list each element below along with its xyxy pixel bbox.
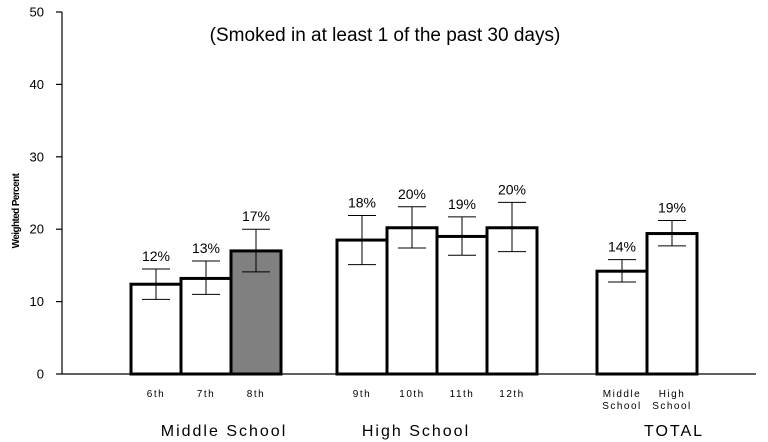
data-label: 13% (192, 240, 220, 256)
category-label: 7th (197, 389, 215, 400)
labels: 12% 6th 13% 7th 17% 8th Middle School 18% 9th 20%… (142, 181, 704, 440)
bars (129, 201, 699, 376)
bar (435, 234, 489, 376)
group-label: High School (362, 423, 470, 440)
category-label: 6th (147, 389, 165, 400)
data-label: 12% (142, 248, 170, 264)
data-label: 17% (242, 208, 270, 224)
data-label: 14% (608, 239, 636, 255)
y-tick-label: 10 (30, 294, 44, 309)
data-label: 20% (398, 186, 426, 202)
category-label: 12th (499, 389, 524, 400)
y-tick-label: 50 (30, 5, 44, 20)
category-label: 10th (399, 389, 424, 400)
data-label: 20% (498, 181, 526, 197)
bar (645, 232, 699, 376)
group-label: Middle School (161, 423, 288, 440)
group-label: TOTAL (644, 423, 704, 440)
chart-subtitle: (Smoked in at least 1 of the past 30 day… (210, 25, 561, 46)
y-axis-label: Weighted Percent (11, 172, 22, 248)
bar (385, 226, 439, 376)
category-label: Middle (603, 389, 641, 400)
data-label: 18% (348, 194, 376, 210)
category-label: High (659, 389, 686, 400)
category-label: 8th (247, 389, 265, 400)
data-label: 19% (658, 200, 686, 216)
category-label: 9th (353, 389, 371, 400)
bar (595, 269, 649, 376)
y-tick-label: 0 (37, 367, 44, 382)
category-label: 11th (450, 389, 475, 400)
category-label: School (602, 401, 642, 412)
y-tick-label: 30 (30, 149, 44, 164)
bar (485, 226, 539, 376)
y-tick-label: 20 (30, 222, 44, 237)
y-tick-label: 40 (30, 77, 44, 92)
data-label: 19% (448, 196, 476, 212)
category-label: School (652, 401, 692, 412)
